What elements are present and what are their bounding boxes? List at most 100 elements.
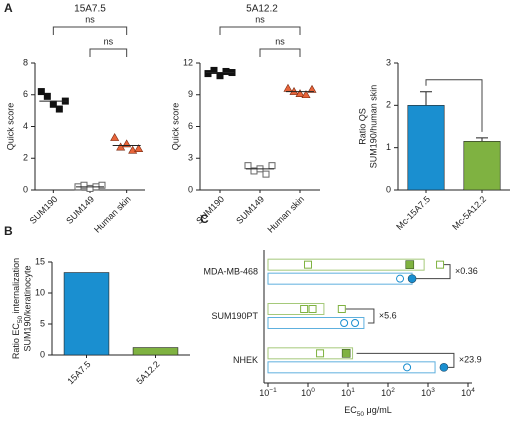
x-tick-label: 103: [421, 387, 435, 398]
point: [351, 319, 360, 327]
x-tick-label: Mc-15A7.5: [394, 194, 432, 232]
x-tick-label-part: 0: [311, 387, 315, 394]
point: [316, 349, 325, 358]
significance-bracket: [219, 26, 301, 35]
point: [340, 319, 349, 327]
bar: [267, 258, 425, 271]
point: [86, 184, 94, 192]
error-bar: [476, 137, 488, 142]
ratio-bracket: [416, 264, 451, 280]
point: [295, 89, 305, 97]
significance-label: ns: [85, 14, 95, 24]
y-tick-label: 3: [386, 57, 391, 67]
x-axis-label: EC50 μg/mL: [344, 405, 391, 418]
y-tick-label: 9: [188, 89, 193, 99]
point: [403, 363, 412, 372]
point-filled: [439, 363, 449, 372]
panel-label: A: [4, 1, 13, 15]
ratio-bracket: [356, 352, 455, 368]
bar: [267, 361, 436, 374]
point: [110, 133, 120, 141]
y-tick-label: 15: [35, 256, 45, 266]
x-tick-label-part: 4: [471, 387, 475, 394]
point-filled: [407, 274, 417, 283]
y-tick-label: 2: [386, 100, 391, 110]
x-axis-label-part: 50: [357, 411, 365, 418]
point: [436, 260, 445, 269]
x-tick-label-part: 10: [461, 388, 471, 398]
point-filled: [405, 260, 415, 269]
panel-title: 15A7.5: [74, 4, 106, 15]
y-axis-label: Ratio QS: [357, 108, 367, 145]
point-filled: [341, 349, 351, 358]
y-tick-label: 0: [23, 184, 28, 194]
y-tick-label: 6: [188, 121, 193, 131]
x-tick-label-part: 10: [259, 388, 269, 398]
significance-bracket: [259, 48, 301, 57]
error-bar: [420, 91, 432, 106]
x-tick-label-part: 10: [381, 388, 391, 398]
x-tick-label-part: 10: [301, 388, 311, 398]
x-tick-label: Human skin: [92, 194, 133, 235]
point: [55, 105, 63, 113]
significance-bracket: [52, 26, 128, 35]
ratio-label: ×5.6: [379, 310, 397, 320]
significance-label: ns: [255, 14, 265, 24]
significance-label: ns: [104, 36, 114, 46]
point: [37, 88, 45, 96]
point: [98, 181, 106, 189]
bar: [267, 272, 413, 285]
point: [337, 305, 346, 313]
ratio-bracket: [345, 308, 375, 324]
y-tick-label: SUM190PT: [211, 311, 258, 321]
point: [210, 66, 218, 74]
point: [307, 84, 317, 93]
y-axis-label: SUM190/keratinocyte: [22, 265, 32, 351]
y-tick-label: 0: [40, 349, 45, 359]
y-axis-label: Ratio EC50 internalization: [11, 258, 24, 359]
y-tick-label: 1: [386, 142, 391, 152]
x-tick-label: Human skin: [265, 194, 306, 235]
bar: [63, 272, 110, 356]
y-tick-label: 10: [35, 287, 45, 297]
y-tick-label: 0: [188, 184, 193, 194]
point: [80, 181, 88, 189]
y-tick-label: 8: [23, 57, 28, 67]
significance-bracket: [425, 79, 483, 132]
y-tick-label: 4: [23, 121, 28, 131]
y-tick-label: MDA-MB-468: [203, 267, 258, 277]
point: [216, 72, 224, 80]
bar: [407, 105, 445, 191]
ratio-label: ×0.36: [455, 266, 478, 276]
x-tick-label: 100: [301, 387, 315, 398]
point: [283, 83, 293, 92]
x-axis-label-part: EC: [344, 405, 357, 415]
bar: [132, 347, 179, 356]
x-tick-label: SUM149: [234, 194, 266, 226]
point: [43, 92, 51, 100]
point: [49, 100, 57, 108]
bar: [267, 317, 365, 329]
point: [300, 305, 309, 313]
ratio-label: ×23.9: [459, 355, 482, 365]
x-tick-label-part: 3: [431, 387, 435, 394]
y-axis-label: Quick score: [170, 103, 180, 151]
x-tick-label: 102: [381, 387, 395, 398]
x-tick-label: Mc-5A12.2: [450, 194, 488, 232]
significance-label: ns: [275, 36, 285, 46]
bar: [267, 303, 325, 315]
x-tick-label-part: 2: [391, 387, 395, 394]
y-tick-label: 12: [183, 57, 193, 67]
x-tick-label: SUM149: [64, 194, 96, 226]
y-tick-label: 3: [188, 153, 193, 163]
x-tick-label-part: 10: [421, 388, 431, 398]
y-tick-label: NHEK: [233, 355, 258, 365]
x-tick-label-part: −1: [269, 387, 277, 394]
panel-label: B: [4, 224, 13, 238]
point: [308, 305, 317, 313]
x-tick-label: 5A12.2: [134, 359, 161, 386]
significance-bracket: [89, 48, 128, 57]
x-tick-label: 15A7.5: [65, 359, 92, 386]
x-tick-label-part: 10: [341, 388, 351, 398]
